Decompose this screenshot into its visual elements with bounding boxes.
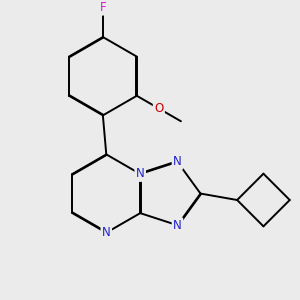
Text: N: N <box>173 155 182 168</box>
Text: F: F <box>100 1 106 14</box>
Text: N: N <box>173 219 182 232</box>
Text: O: O <box>154 102 164 115</box>
Text: N: N <box>102 226 111 239</box>
Text: N: N <box>136 167 145 181</box>
